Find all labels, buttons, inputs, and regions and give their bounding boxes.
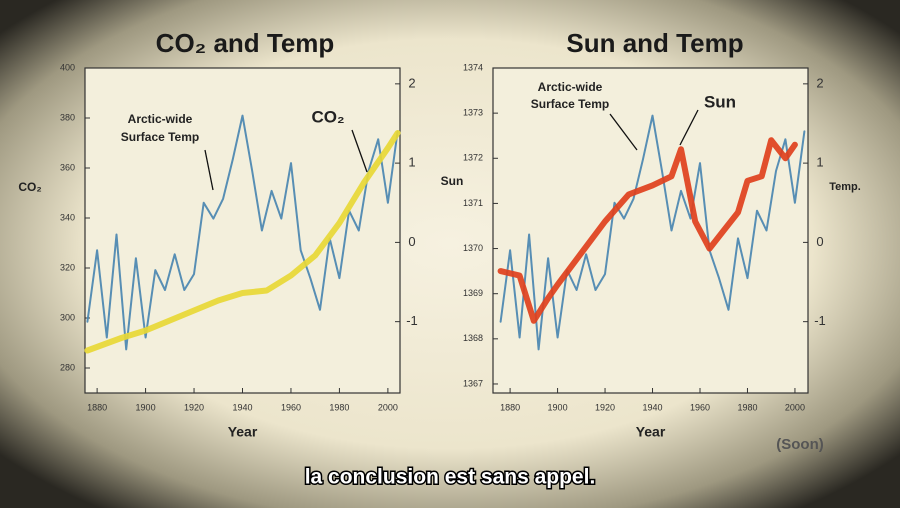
series-label: CO₂ xyxy=(311,107,344,126)
source-label: (Soon) xyxy=(776,436,823,453)
x-tick-label: 2000 xyxy=(785,402,805,412)
series-line xyxy=(499,114,806,351)
y2-tick-label: 1 xyxy=(816,155,823,170)
annotation-arrow xyxy=(679,109,699,146)
y-tick-label: 1368 xyxy=(463,333,483,343)
series-label: Sun xyxy=(704,92,736,111)
annotation: Surface Temp xyxy=(531,97,609,111)
y-tick-label: 300 xyxy=(60,312,75,322)
y-tick-label: 1370 xyxy=(463,243,483,253)
chart-title: Sun and Temp xyxy=(566,28,743,58)
x-tick-label: 1940 xyxy=(643,402,663,412)
plot-area xyxy=(492,67,809,394)
y2-axis-label: Temp. xyxy=(829,181,861,193)
subtitle-caption: la conclusion est sans appel. xyxy=(305,466,596,489)
x-tick-label: 1940 xyxy=(232,402,252,412)
y-tick-label: 1372 xyxy=(463,153,483,163)
y-tick-label: 340 xyxy=(60,212,75,222)
y-tick-label: 1371 xyxy=(463,198,483,208)
annotation: Arctic-wide xyxy=(128,112,193,126)
x-tick-label: 1900 xyxy=(548,402,568,412)
series-line xyxy=(84,130,401,354)
y-tick-label: 400 xyxy=(60,62,75,72)
x-axis-label: Year xyxy=(636,424,666,440)
annotation: Surface Temp xyxy=(121,130,199,144)
chart: Sun and Temp 1880 1900 1920 1940 1960 1980 2000… xyxy=(441,28,861,453)
series-line xyxy=(497,137,798,324)
x-tick-label: 1960 xyxy=(690,402,710,412)
y-axis-label: CO₂ xyxy=(18,180,41,194)
x-axis-label: Year xyxy=(228,424,258,440)
y-tick-label: 360 xyxy=(60,162,75,172)
x-tick-label: 1880 xyxy=(500,402,520,412)
y2-tick-label: -1 xyxy=(406,313,418,328)
chart-title: CO₂ and Temp xyxy=(156,28,335,58)
series-line xyxy=(86,114,399,351)
x-tick-label: 1980 xyxy=(329,402,349,412)
y-tick-label: 380 xyxy=(60,112,75,122)
annotation: Arctic-wide xyxy=(538,80,603,94)
x-tick-label: 1880 xyxy=(87,402,107,412)
y-tick-label: 280 xyxy=(60,362,75,372)
annotation-arrow xyxy=(609,113,638,151)
y-tick-label: 1367 xyxy=(463,378,483,388)
y-tick-label: 1369 xyxy=(463,288,483,298)
y2-tick-label: 2 xyxy=(408,75,415,90)
y2-tick-label: 1 xyxy=(408,155,415,170)
annotation-arrow xyxy=(204,149,214,191)
x-tick-label: 1900 xyxy=(136,402,156,412)
x-tick-label: 1920 xyxy=(595,402,615,412)
x-tick-label: 1980 xyxy=(737,402,757,412)
y2-tick-label: -1 xyxy=(814,313,826,328)
plot-area xyxy=(84,67,401,394)
y2-tick-label: 2 xyxy=(816,75,823,90)
y-axis-label: Sun xyxy=(441,174,464,188)
x-tick-label: 1960 xyxy=(281,402,301,412)
x-tick-label: 1920 xyxy=(184,402,204,412)
y-tick-label: 320 xyxy=(60,262,75,272)
annotation-arrow xyxy=(351,129,368,173)
chart: CO₂ and Temp 1880 1900 1920 1940 1960 1980 2000… xyxy=(18,28,417,440)
x-tick-label: 2000 xyxy=(378,402,398,412)
y-tick-label: 1373 xyxy=(463,108,483,118)
y2-tick-label: 0 xyxy=(408,234,415,249)
y-tick-label: 1374 xyxy=(463,62,483,72)
y2-tick-label: 0 xyxy=(816,234,823,249)
charts: CO₂ and Temp 1880 1900 1920 1940 1960 1980 2000… xyxy=(18,28,860,453)
